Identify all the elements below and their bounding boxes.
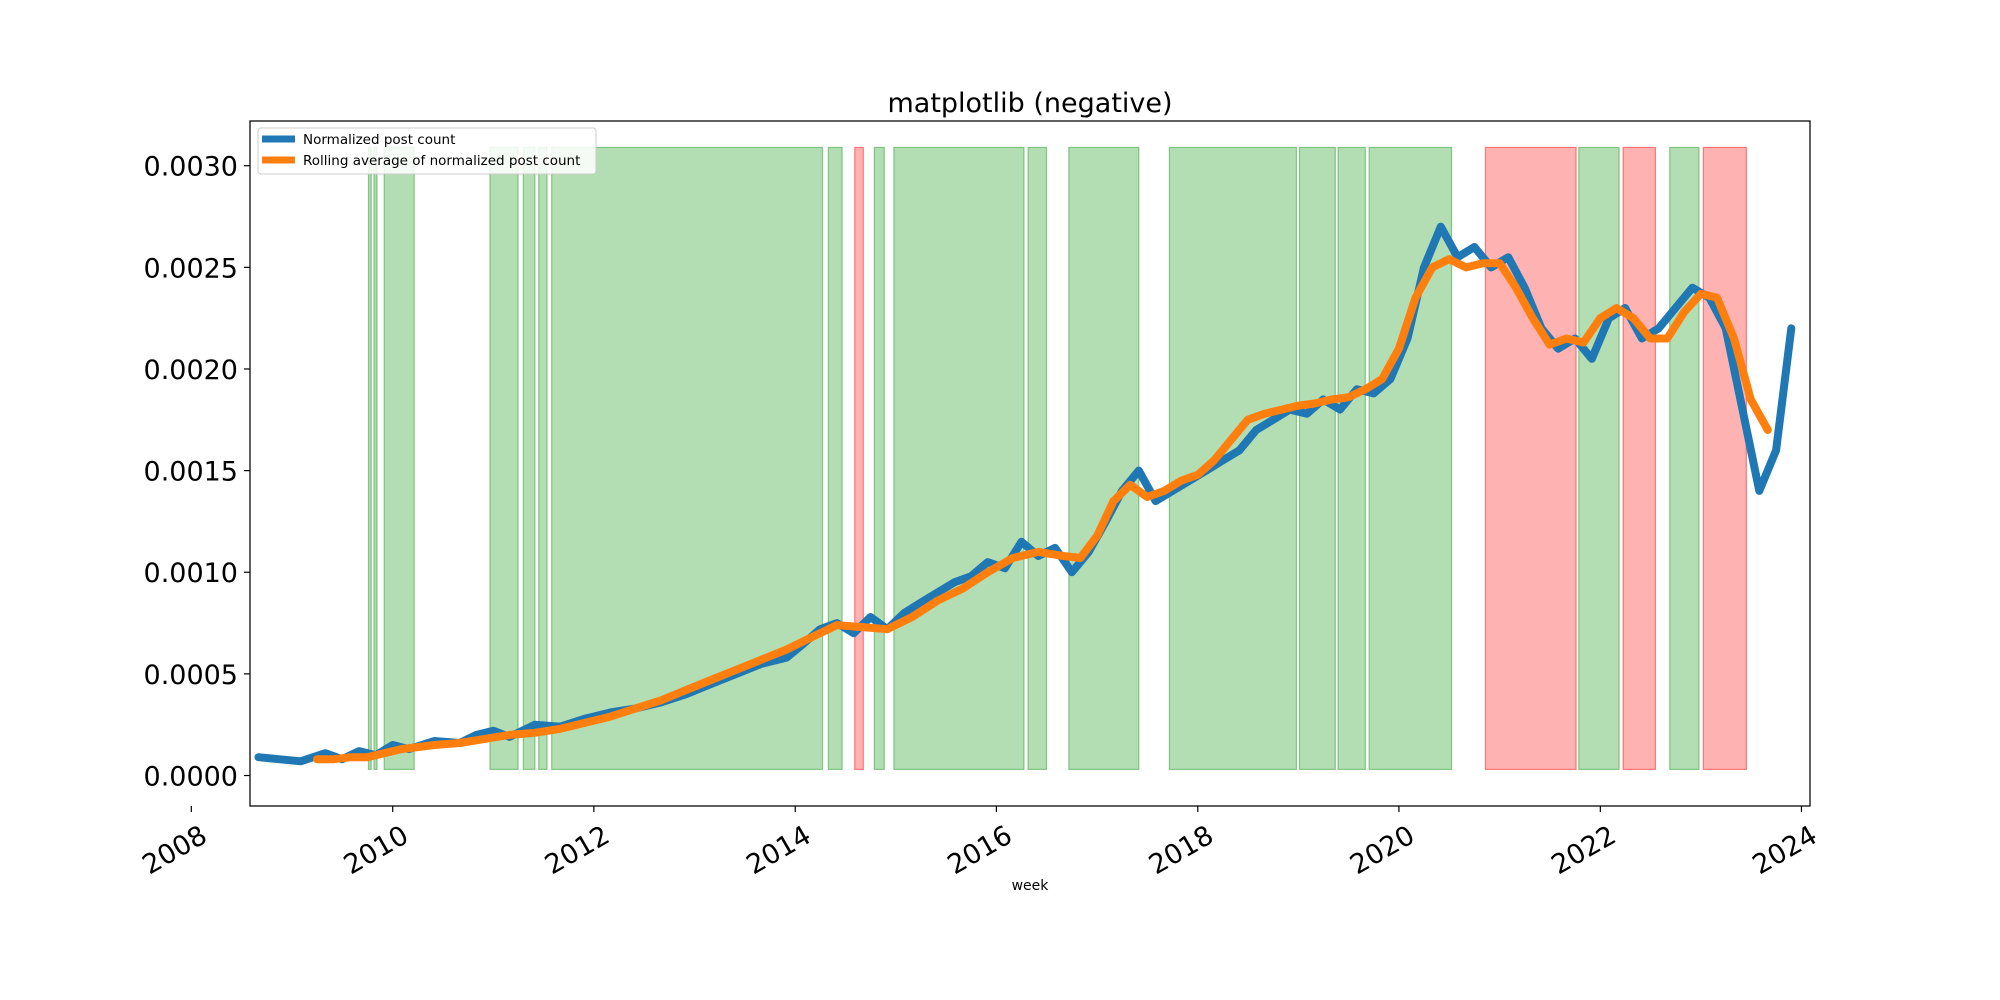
- green-span-17: [1578, 146, 1620, 771]
- y-tick-label: 0.0000: [144, 762, 238, 793]
- green-span-7: [551, 146, 824, 771]
- green-span-15: [1337, 146, 1366, 771]
- green-span-2: [373, 146, 378, 771]
- legend-label-normalized: Normalized post count: [303, 132, 455, 148]
- y-tick-label: 0.0030: [144, 152, 238, 183]
- green-span-14: [1298, 146, 1336, 771]
- green-span-3: [383, 146, 415, 771]
- green-span-12: [1068, 146, 1140, 771]
- green-span-1: [367, 146, 372, 771]
- green-span-9: [873, 146, 885, 771]
- red-span-2: [1484, 146, 1577, 771]
- chart-title: matplotlib (negative): [887, 88, 1172, 119]
- y-tick-label: 0.0010: [144, 558, 238, 589]
- y-axis: 0.0000 0.0005 0.0010 0.0015 0.0020 0.0025 0.00…: [144, 152, 250, 793]
- green-span-8: [827, 146, 843, 771]
- green-span-11: [1027, 146, 1048, 771]
- green-span-16: [1368, 146, 1453, 771]
- red-span-1: [854, 146, 864, 771]
- legend-label-rolling: Rolling average of normalized post count: [303, 153, 580, 169]
- green-span-6: [538, 146, 548, 771]
- red-span-3: [1622, 146, 1657, 771]
- series-lines: [254, 222, 1796, 766]
- green-span-18: [1669, 146, 1700, 771]
- series-line-rolling: [313, 255, 1772, 764]
- shaded-spans: [367, 146, 1747, 771]
- y-tick-label: 0.0015: [144, 457, 238, 488]
- green-span-5: [522, 146, 536, 771]
- x-axis-label: week: [1012, 878, 1050, 894]
- legend: Normalized post count Rolling average of…: [257, 127, 597, 175]
- green-span-4: [489, 146, 519, 771]
- y-tick-label: 0.0020: [144, 355, 238, 386]
- y-tick-label: 0.0005: [144, 660, 238, 691]
- red-span-4: [1702, 146, 1747, 771]
- y-tick-label: 0.0025: [144, 253, 238, 284]
- legend-box: [257, 127, 597, 175]
- plot-frame: [249, 120, 1811, 807]
- green-span-10: [893, 146, 1025, 771]
